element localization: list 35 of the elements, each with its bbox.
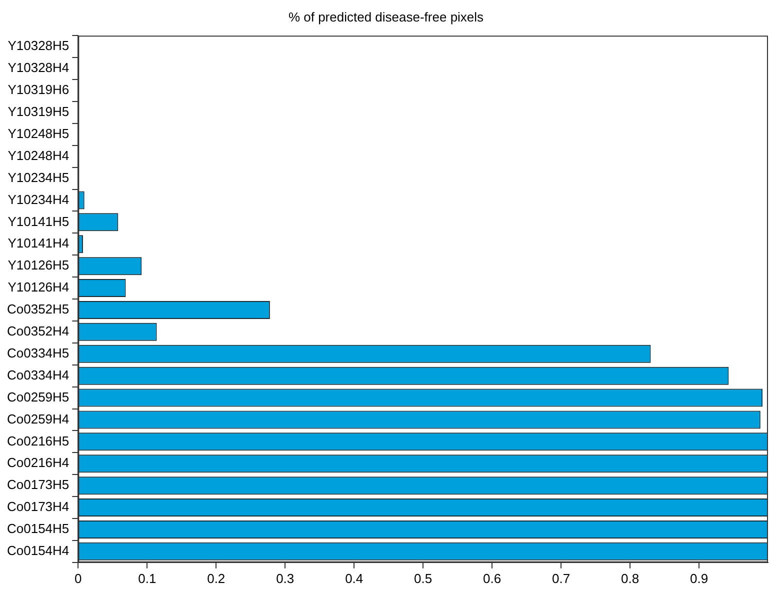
y-tick-label: Co0259H4 xyxy=(7,411,70,426)
y-tick-label: Y10234H4 xyxy=(8,192,70,207)
y-tick-label: Co0216H5 xyxy=(7,433,70,448)
y-tick-label: Co0334H4 xyxy=(7,367,70,382)
x-tick-label: 0.4 xyxy=(345,570,364,586)
y-tick-label: Y10328H5 xyxy=(8,38,70,54)
y-tick-label: Y10248H5 xyxy=(8,126,70,141)
x-tick-label: 0.3 xyxy=(276,570,294,586)
x-tick-label: 0 xyxy=(74,570,82,586)
y-tick-label: Co0173H5 xyxy=(7,477,70,492)
y-tick-label: Co0173H4 xyxy=(7,499,70,514)
y-tick-label: Co0352H5 xyxy=(7,302,70,317)
y-tick-label: Co0154H5 xyxy=(7,521,70,536)
x-tick-label: 0.9 xyxy=(690,570,708,586)
x-tick-label: 0.7 xyxy=(552,570,570,586)
y-tick-label: Y10319H5 xyxy=(8,104,70,120)
y-tick-label: Y10141H5 xyxy=(8,214,70,229)
y-tick-label: Y10126H4 xyxy=(8,280,70,295)
y-tick-label: Y10248H4 xyxy=(8,148,70,163)
chart-title: % of predicted disease-free pixels xyxy=(288,9,484,24)
y-tick-label: Y10234H5 xyxy=(8,170,70,185)
x-tick-label: 0.5 xyxy=(414,570,432,586)
y-tick-label: Co0259H5 xyxy=(7,389,70,404)
y-tick-label: Y10319H6 xyxy=(8,82,70,98)
y-tick-label: Co0154H4 xyxy=(7,543,70,558)
y-tick-label: Co0334H5 xyxy=(7,345,70,360)
y-tick-label: Co0216H4 xyxy=(7,455,70,470)
y-tick-label: Y10141H4 xyxy=(8,236,70,251)
x-tick-label: 0.6 xyxy=(483,570,502,586)
y-tick-label: Y10328H4 xyxy=(8,60,70,76)
x-tick-label: 0.2 xyxy=(207,570,226,586)
x-tick-label: 0.1 xyxy=(138,570,156,586)
y-tick-label: Y10126H5 xyxy=(8,258,70,273)
y-tick-label: Co0352H4 xyxy=(7,324,70,339)
x-tick-label: 0.8 xyxy=(620,570,640,586)
